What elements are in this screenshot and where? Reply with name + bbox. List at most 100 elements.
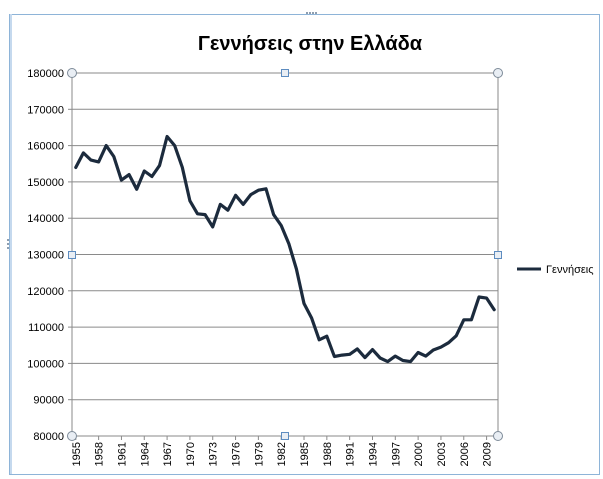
data-point [135, 188, 138, 190]
data-point [371, 348, 374, 351]
data-point [75, 166, 77, 169]
data-point [158, 164, 161, 167]
handle-bottom-left[interactable] [67, 431, 77, 441]
handle-top-left[interactable] [67, 68, 77, 78]
data-point [173, 144, 176, 147]
left-resize-handle[interactable] [7, 239, 9, 249]
x-tick-label: 1961 [116, 442, 128, 466]
y-tick-label: 110000 [28, 322, 64, 334]
data-point [97, 161, 100, 163]
y-tick-label: 90000 [33, 395, 64, 407]
handle-bottom-middle[interactable] [281, 432, 289, 440]
data-point [272, 213, 275, 216]
data-point [417, 351, 419, 354]
handle-bottom-right[interactable] [493, 431, 503, 441]
data-point [295, 268, 298, 270]
data-point [265, 188, 267, 190]
data-point [463, 319, 465, 321]
handle-middle-left[interactable] [68, 251, 76, 259]
x-tick-label: 1994 [367, 442, 379, 466]
data-point [166, 135, 168, 138]
data-point [250, 193, 252, 196]
data-point [394, 355, 397, 357]
data-point [493, 308, 496, 311]
handle-top-middle[interactable] [281, 69, 289, 77]
y-tick-label: 120000 [27, 286, 64, 298]
data-point [409, 360, 412, 363]
x-tick-label: 2000 [413, 442, 425, 466]
x-tick-label: 2003 [436, 442, 448, 466]
data-point [128, 173, 130, 176]
plot-area-selection-handles[interactable] [67, 68, 503, 441]
chart-area-border[interactable] [9, 14, 600, 475]
legend[interactable]: Γεννήσεις [517, 264, 594, 276]
x-tick-label: 1997 [390, 442, 402, 466]
data-point [242, 203, 244, 206]
x-tick-label: 1979 [253, 442, 265, 466]
data-point [326, 335, 328, 338]
y-tick-label: 130000 [27, 250, 64, 262]
data-point [440, 346, 442, 348]
data-point [234, 194, 237, 197]
data-point [356, 348, 359, 350]
y-tick-label: 100000 [27, 358, 64, 370]
data-point [189, 200, 191, 202]
handle-top-right[interactable] [493, 68, 503, 78]
y-tick-label: 180000 [27, 68, 64, 80]
data-point [90, 159, 92, 161]
x-tick-label: 1982 [276, 442, 288, 466]
data-point [105, 144, 107, 147]
data-point [120, 179, 123, 181]
data-point [219, 203, 222, 206]
y-tick-label: 150000 [27, 177, 64, 189]
x-tick-label: 1964 [139, 442, 151, 466]
data-point [455, 335, 458, 337]
y-tick-label: 80000 [33, 431, 64, 443]
data-point [318, 339, 321, 341]
data-point [470, 319, 473, 321]
y-tick-label: 140000 [27, 213, 64, 225]
x-tick-label: 1991 [345, 442, 357, 466]
x-tick-label: 1967 [162, 442, 174, 466]
data-point [196, 213, 199, 215]
series-line-0[interactable] [74, 134, 496, 364]
data-point [82, 152, 85, 154]
data-point [310, 317, 313, 319]
data-point [485, 297, 488, 299]
data-point [478, 296, 480, 298]
data-point [402, 359, 404, 362]
series-layer [74, 134, 496, 364]
data-point [341, 354, 343, 356]
x-tick-label: 1958 [94, 442, 106, 466]
x-tick-label: 1985 [299, 442, 311, 466]
y-axis: 80000 90000 100000 110000 120000 130000 140000… [27, 68, 72, 443]
x-tick-label: 1955 [71, 442, 83, 466]
chart-title: Γεννήσεις στην Ελλάδα [198, 33, 423, 55]
y-tick-label: 160000 [27, 141, 64, 153]
top-resize-handle[interactable] [306, 12, 317, 14]
data-point [424, 355, 427, 357]
x-tick-label: 1970 [185, 442, 197, 466]
data-point [333, 355, 336, 358]
data-point [257, 189, 260, 191]
data-point [303, 302, 305, 305]
handle-middle-right[interactable] [494, 251, 502, 259]
x-tick-label: 1973 [208, 442, 220, 466]
data-point [113, 155, 115, 158]
data-point [386, 360, 389, 363]
x-tick-label: 2006 [459, 442, 471, 466]
data-point [379, 357, 381, 359]
data-point [280, 224, 283, 227]
data-point [204, 213, 206, 216]
legend-label: Γεννήσεις [546, 264, 594, 276]
x-axis: 1955 1958 1961 1964 1967 1970 1973 1976 1979 1982… [71, 436, 494, 466]
data-point [432, 349, 435, 351]
x-tick-label: 1976 [231, 442, 243, 466]
x-tick-label: 2009 [482, 442, 494, 466]
data-point [143, 170, 146, 172]
data-point [364, 356, 366, 359]
y-tick-label: 170000 [27, 104, 64, 116]
data-point [288, 242, 290, 245]
data-point [151, 175, 153, 178]
